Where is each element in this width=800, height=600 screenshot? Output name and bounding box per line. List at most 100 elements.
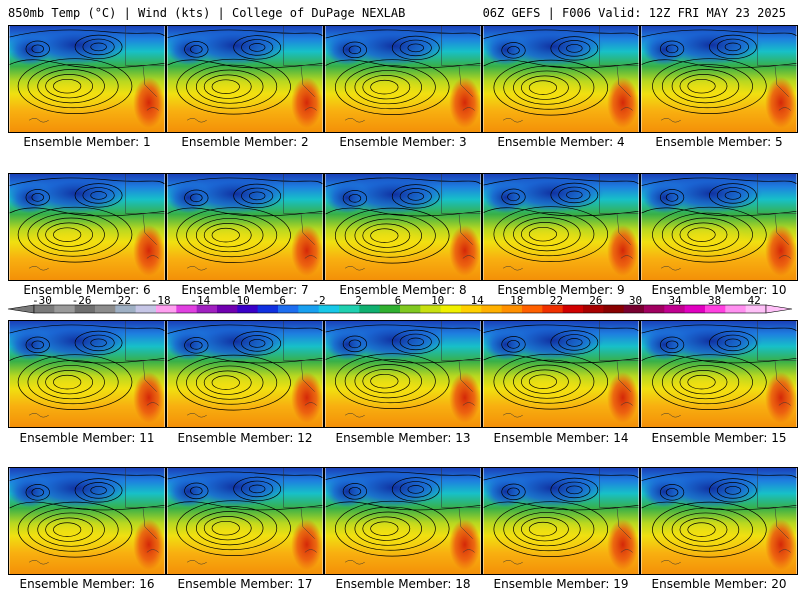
colorbar-segment <box>196 305 218 313</box>
map-panel-10 <box>640 173 798 281</box>
colorbar-segment <box>745 305 767 313</box>
colorbar-right-arrow <box>765 304 793 314</box>
map-panel-8 <box>324 173 482 281</box>
ensemble-panel <box>8 173 166 281</box>
colorbar-left-arrow <box>7 304 35 314</box>
colorbar-tick-label: 38 <box>708 296 721 307</box>
ensemble-panel <box>8 25 166 133</box>
ensemble-member-label: Ensemble Member: 11 <box>19 431 155 445</box>
colorbar-tick-label: -18 <box>151 296 171 307</box>
ensemble-member-label: Ensemble Member: 12 <box>177 431 313 445</box>
ensemble-member-label: Ensemble Member: 13 <box>335 431 471 445</box>
map-panel-17 <box>166 467 324 575</box>
map-panel-9 <box>482 173 640 281</box>
colorbar-segment <box>278 305 299 313</box>
colorbar-tick-label: 14 <box>471 296 485 307</box>
colorbar-segment <box>400 305 421 313</box>
colorbar-tick-label: 6 <box>395 296 402 307</box>
map-panel-4 <box>482 25 640 133</box>
ensemble-panel <box>640 467 798 575</box>
ensemble-member-label: Ensemble Member: 3 <box>339 135 467 149</box>
colorbar-tick-label: 34 <box>668 296 682 307</box>
map-panel-11 <box>8 320 166 428</box>
ensemble-member-label: Ensemble Member: 1 <box>23 135 151 149</box>
colorbar-segment <box>705 305 726 313</box>
map-panel-12 <box>166 320 324 428</box>
ensemble-member-label: Ensemble Member: 14 <box>493 431 629 445</box>
ensemble-member-label: Ensemble Member: 10 <box>651 283 787 297</box>
colorbar-segment <box>623 305 645 313</box>
ensemble-panel <box>482 173 640 281</box>
ensemble-panel <box>8 467 166 575</box>
colorbar-segment <box>603 305 625 313</box>
map-panel-7 <box>166 173 324 281</box>
colorbar-segment <box>74 305 96 313</box>
ensemble-panel <box>482 320 640 428</box>
colorbar-segment <box>440 305 462 313</box>
map-panel-15 <box>640 320 798 428</box>
colorbar-tick-label: 22 <box>550 296 563 307</box>
colorbar-tick-label: -26 <box>72 296 92 307</box>
ensemble-panel <box>8 320 166 428</box>
map-panel-13 <box>324 320 482 428</box>
ensemble-member-label: Ensemble Member: 2 <box>181 135 309 149</box>
colorbar-segment <box>562 305 584 313</box>
colorbar-segment <box>461 305 482 313</box>
colorbar-segment <box>542 305 564 313</box>
ensemble-panel <box>640 173 798 281</box>
colorbar-segment <box>237 305 259 313</box>
ensemble-panel <box>324 173 482 281</box>
ensemble-panel <box>482 25 640 133</box>
colorbar-tick-label: 2 <box>355 296 362 307</box>
colorbar-tick-label: -6 <box>273 296 286 307</box>
map-panel-3 <box>324 25 482 133</box>
colorbar-tick-label: 18 <box>510 296 523 307</box>
ensemble-member-label: Ensemble Member: 8 <box>339 283 467 297</box>
colorbar-segment <box>501 305 523 313</box>
colorbar-tick-label: -22 <box>111 296 131 307</box>
ensemble-panel <box>166 467 324 575</box>
colorbar-tick-label: 10 <box>431 296 444 307</box>
colorbar-segment <box>644 305 665 313</box>
colorbar-tick-label: -30 <box>32 296 52 307</box>
colorbar-segment <box>522 305 543 313</box>
colorbar-segment <box>95 305 116 313</box>
header-title: 850mb Temp (°C) | Wind (kts) | College o… <box>8 6 406 20</box>
ensemble-member-label: Ensemble Member: 16 <box>19 577 155 591</box>
colorbar-segment <box>583 305 604 313</box>
ensemble-panel <box>166 173 324 281</box>
colorbar-segment <box>176 305 198 313</box>
colorbar-segment <box>481 305 503 313</box>
colorbar-tick-label: -14 <box>190 296 210 307</box>
ensemble-member-label: Ensemble Member: 7 <box>181 283 309 297</box>
ensemble-member-label: Ensemble Member: 18 <box>335 577 471 591</box>
colorbar-tick-label: -2 <box>312 296 325 307</box>
map-panel-5 <box>640 25 798 133</box>
ensemble-panel <box>640 320 798 428</box>
map-panel-20 <box>640 467 798 575</box>
temperature-colorbar: -30 -26 -22 -18 -14 -10 -6 -2 2 6 10 14 18 22 26 30 34 38… <box>4 294 796 320</box>
ensemble-member-label: Ensemble Member: 17 <box>177 577 313 591</box>
colorbar-segment <box>339 305 360 313</box>
colorbar-segment <box>684 305 706 313</box>
colorbar-segment <box>135 305 157 313</box>
ensemble-member-label: Ensemble Member: 20 <box>651 577 787 591</box>
colorbar-segment <box>664 305 686 313</box>
colorbar-segment <box>318 305 340 313</box>
header-valid-time: 06Z GEFS | F006 Valid: 12Z FRI MAY 23 20… <box>482 6 786 20</box>
map-panel-16 <box>8 467 166 575</box>
map-panel-2 <box>166 25 324 133</box>
ensemble-member-label: Ensemble Member: 19 <box>493 577 629 591</box>
map-panel-14 <box>482 320 640 428</box>
colorbar-segment <box>420 305 442 313</box>
map-panel-19 <box>482 467 640 575</box>
colorbar-segment <box>257 305 279 313</box>
ensemble-panel <box>640 25 798 133</box>
ensemble-panel <box>166 320 324 428</box>
colorbar-svg: -30 -26 -22 -18 -14 -10 -6 -2 2 6 10 14 18 22 26 30 34 38… <box>7 294 793 314</box>
ensemble-panel <box>324 320 482 428</box>
colorbar-tick-label: -10 <box>230 296 250 307</box>
colorbar-segment <box>34 305 55 313</box>
ensemble-panel <box>482 467 640 575</box>
colorbar-segment <box>725 305 747 313</box>
